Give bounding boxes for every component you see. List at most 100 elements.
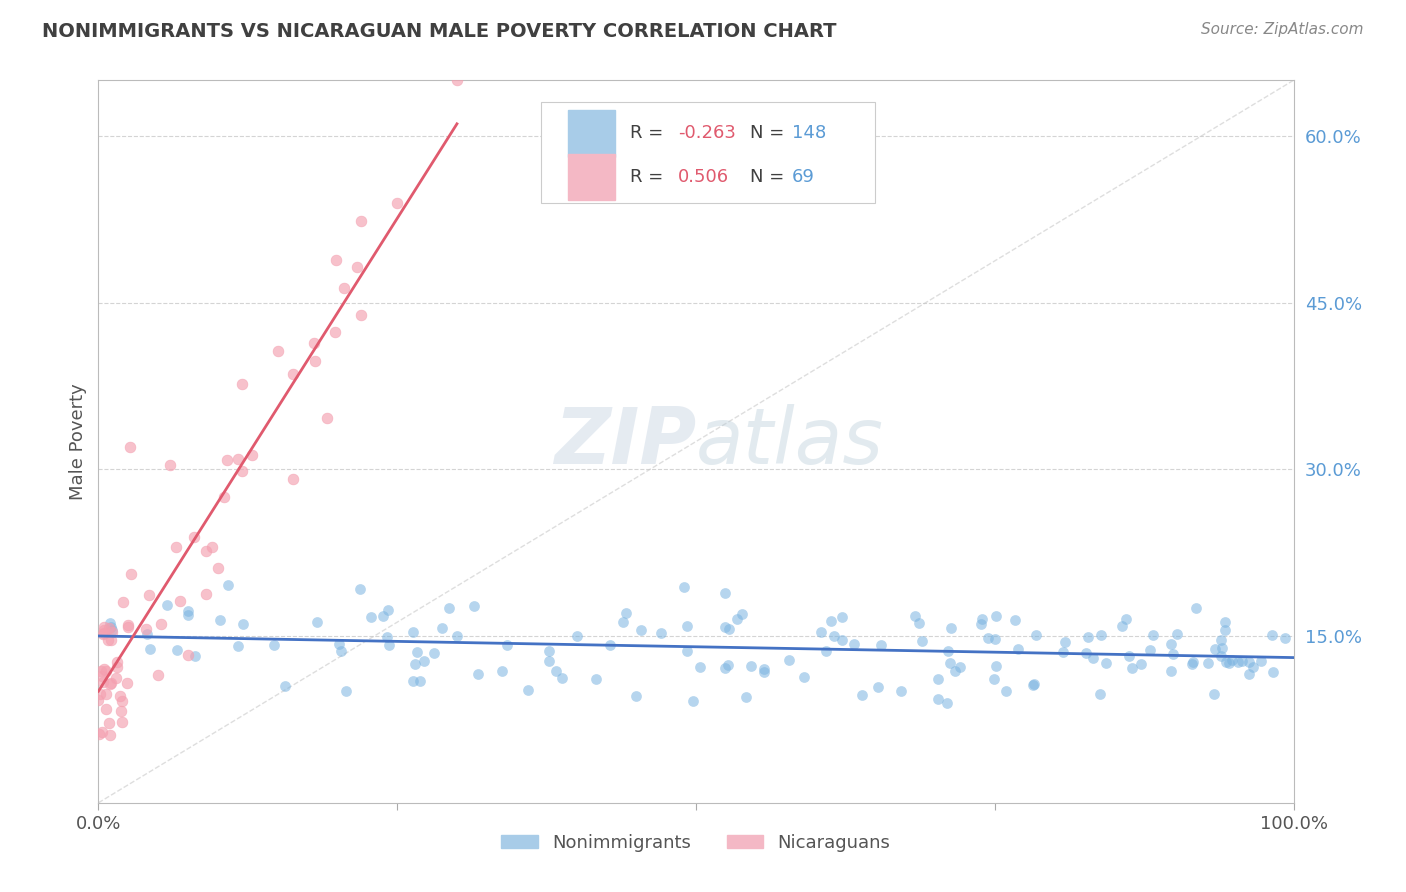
Nonimmigrants xyxy=(378,638,401,652)
Text: NONIMMIGRANTS VS NICARAGUAN MALE POVERTY CORRELATION CHART: NONIMMIGRANTS VS NICARAGUAN MALE POVERTY… xyxy=(42,22,837,41)
Nonimmigrants xyxy=(98,615,121,630)
Nonimmigrants xyxy=(844,637,866,651)
Nonimmigrants xyxy=(725,612,748,626)
Nicaraguans xyxy=(115,676,138,690)
Nonimmigrants xyxy=(330,643,353,657)
Nicaraguans xyxy=(169,594,191,608)
Nonimmigrants xyxy=(630,623,652,637)
Nonimmigrants xyxy=(908,615,931,630)
Nicaraguans xyxy=(346,260,368,274)
Nonimmigrants xyxy=(166,643,188,657)
Nonimmigrants xyxy=(1118,648,1140,663)
Nonimmigrants xyxy=(1094,656,1116,670)
Nonimmigrants xyxy=(972,611,994,625)
Nonimmigrants xyxy=(938,656,960,670)
Nonimmigrants xyxy=(1025,628,1047,642)
Nonimmigrants xyxy=(718,622,741,636)
Nonimmigrants xyxy=(754,665,776,680)
Nicaraguans xyxy=(93,623,115,637)
Nicaraguans xyxy=(316,411,339,425)
Nonimmigrants xyxy=(831,633,853,648)
Nonimmigrants xyxy=(1227,655,1250,669)
Nonimmigrants xyxy=(1260,628,1282,642)
FancyBboxPatch shape xyxy=(541,102,876,203)
Nicaraguans xyxy=(281,368,304,382)
Nonimmigrants xyxy=(1215,655,1237,669)
Nonimmigrants xyxy=(984,659,1007,673)
Nicaraguans xyxy=(100,676,122,690)
Nicaraguans xyxy=(325,252,347,267)
Nicaraguans xyxy=(111,694,134,708)
Nonimmigrants xyxy=(1237,655,1260,669)
Nonimmigrants xyxy=(1139,643,1161,657)
Nicaraguans xyxy=(183,530,205,544)
Nonimmigrants xyxy=(1261,665,1284,680)
Nonimmigrants xyxy=(100,620,122,634)
Text: atlas: atlas xyxy=(696,403,884,480)
Nonimmigrants xyxy=(1209,633,1232,648)
Nonimmigrants xyxy=(209,613,232,627)
Nonimmigrants xyxy=(1213,623,1236,637)
Nicaraguans xyxy=(93,620,115,634)
Nonimmigrants xyxy=(1111,619,1133,633)
Nonimmigrants xyxy=(689,660,711,674)
Text: 69: 69 xyxy=(792,168,814,186)
Nonimmigrants xyxy=(404,657,426,671)
Nonimmigrants xyxy=(1007,642,1029,657)
Nicaraguans xyxy=(165,540,187,554)
Nonimmigrants xyxy=(1274,631,1296,645)
Nonimmigrants xyxy=(713,586,735,600)
Nonimmigrants xyxy=(1052,645,1074,659)
Nonimmigrants xyxy=(676,618,699,632)
Nonimmigrants xyxy=(1232,654,1254,668)
Nonimmigrants xyxy=(734,690,756,704)
Nonimmigrants xyxy=(994,683,1017,698)
Nonimmigrants xyxy=(984,608,1007,623)
Nicaraguans xyxy=(195,544,218,558)
Nonimmigrants xyxy=(430,621,453,635)
Nicaraguans xyxy=(110,704,132,718)
Nonimmigrants xyxy=(599,638,621,652)
Nicaraguans xyxy=(177,648,200,662)
Nonimmigrants xyxy=(409,673,432,688)
Nicaraguans xyxy=(159,458,181,473)
Nicaraguans xyxy=(150,617,173,632)
Nonimmigrants xyxy=(375,630,398,644)
Nonimmigrants xyxy=(226,639,249,653)
Nonimmigrants xyxy=(714,620,737,634)
Nicaraguans xyxy=(302,336,325,351)
Nonimmigrants xyxy=(467,666,489,681)
Nonimmigrants xyxy=(135,626,157,640)
Text: Source: ZipAtlas.com: Source: ZipAtlas.com xyxy=(1201,22,1364,37)
Nonimmigrants xyxy=(810,624,832,639)
Nonimmigrants xyxy=(1083,651,1105,665)
Nicaraguans xyxy=(93,662,115,676)
Nonimmigrants xyxy=(936,696,959,710)
Nicaraguans xyxy=(201,540,224,554)
Nonimmigrants xyxy=(184,649,207,664)
Nonimmigrants xyxy=(550,672,572,686)
Nicaraguans xyxy=(87,727,110,741)
Nonimmigrants xyxy=(1142,628,1164,642)
Nicaraguans xyxy=(446,73,468,87)
Nicaraguans xyxy=(231,464,253,478)
Nonimmigrants xyxy=(1218,656,1240,670)
Nonimmigrants xyxy=(1250,654,1272,668)
Nonimmigrants xyxy=(1181,657,1204,672)
Nicaraguans xyxy=(240,448,263,462)
Nicaraguans xyxy=(215,453,238,467)
Legend: Nonimmigrants, Nicaraguans: Nonimmigrants, Nicaraguans xyxy=(495,826,897,859)
Nonimmigrants xyxy=(1088,687,1111,701)
Nonimmigrants xyxy=(349,582,371,596)
Nonimmigrants xyxy=(714,661,737,675)
Nonimmigrants xyxy=(1241,660,1264,674)
Nicaraguans xyxy=(105,660,128,674)
Nonimmigrants xyxy=(585,672,607,686)
Nonimmigrants xyxy=(217,578,239,592)
Nonimmigrants xyxy=(437,601,460,615)
Nicaraguans xyxy=(304,354,326,368)
Nonimmigrants xyxy=(101,624,124,638)
Nonimmigrants xyxy=(823,629,845,643)
Nonimmigrants xyxy=(624,689,647,703)
Nicaraguans xyxy=(90,664,112,678)
